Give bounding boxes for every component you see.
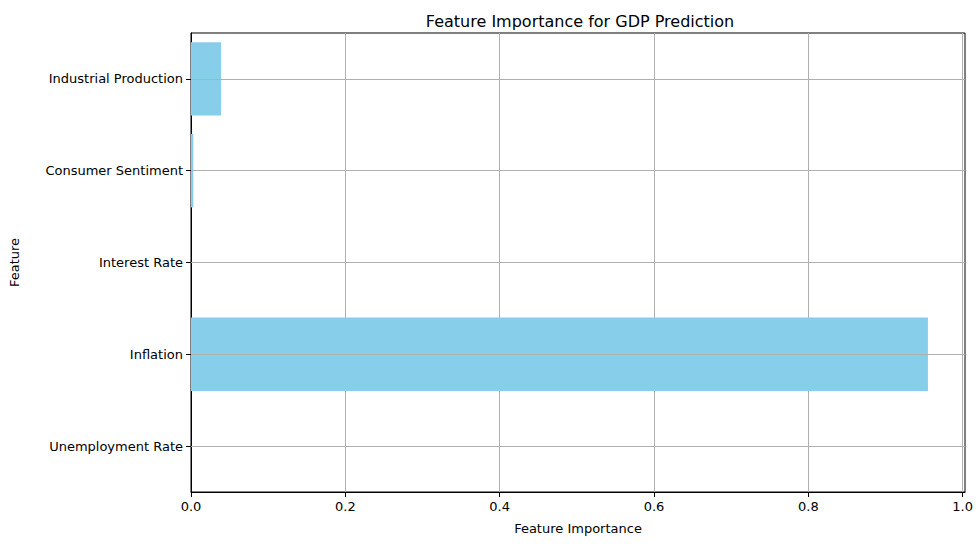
- svg-text:Unemployment Rate: Unemployment Rate: [49, 439, 183, 454]
- svg-text:Industrial Production: Industrial Production: [49, 71, 183, 86]
- svg-text:0.0: 0.0: [181, 499, 202, 514]
- svg-text:0.2: 0.2: [335, 499, 356, 514]
- svg-text:1.0: 1.0: [952, 499, 973, 514]
- svg-text:0.4: 0.4: [489, 499, 510, 514]
- svg-text:0.8: 0.8: [798, 499, 819, 514]
- svg-text:0.6: 0.6: [644, 499, 665, 514]
- svg-text:Feature Importance: Feature Importance: [514, 521, 642, 536]
- svg-text:Feature: Feature: [7, 238, 22, 287]
- svg-text:Interest Rate: Interest Rate: [99, 255, 183, 270]
- svg-text:Feature Importance for GDP Pre: Feature Importance for GDP Prediction: [426, 12, 734, 31]
- svg-text:Inflation: Inflation: [130, 347, 183, 362]
- svg-text:Consumer Sentiment: Consumer Sentiment: [45, 163, 183, 178]
